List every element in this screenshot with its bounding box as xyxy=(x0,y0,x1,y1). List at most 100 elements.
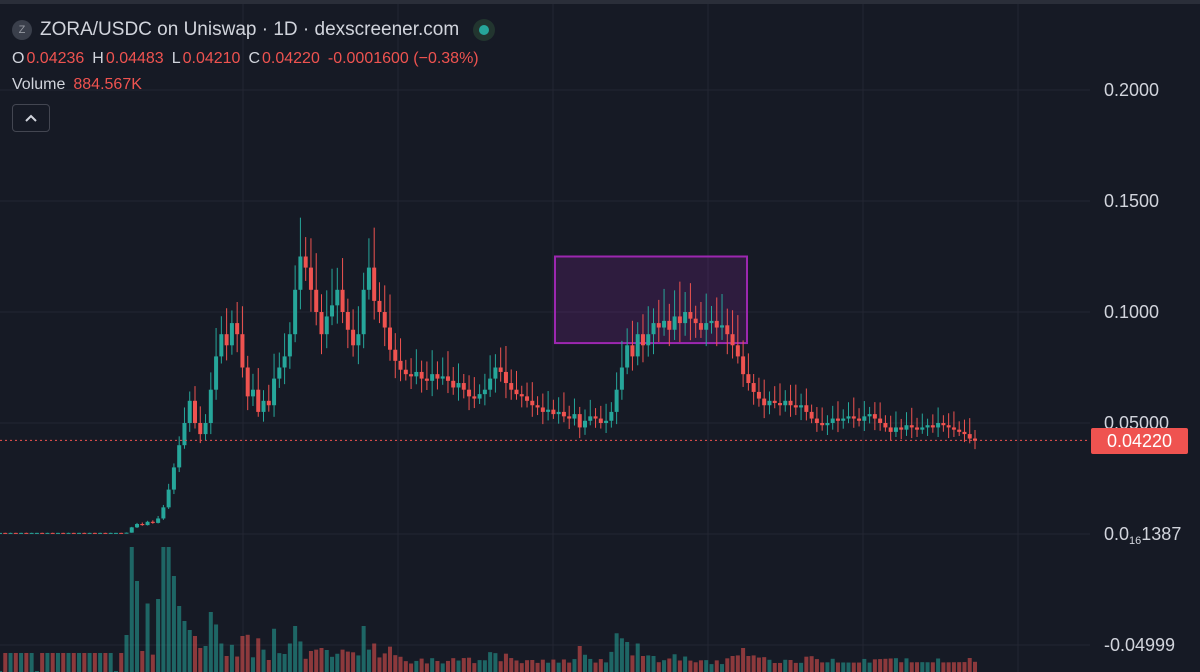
candle-body xyxy=(698,323,703,330)
volume-bar xyxy=(893,658,898,672)
volume-bar xyxy=(793,662,798,672)
high-value: 0.04483 xyxy=(105,50,164,67)
volume-bar xyxy=(55,653,60,672)
volume-bar xyxy=(145,603,150,672)
volume-bar xyxy=(87,653,92,672)
volume-bar xyxy=(535,662,540,672)
candle-body xyxy=(625,345,630,368)
candle-body xyxy=(962,431,967,435)
volume-bar xyxy=(403,661,408,672)
volume-bar xyxy=(372,643,377,672)
volume-bar xyxy=(730,656,735,672)
volume-bar xyxy=(672,654,677,672)
candle-body xyxy=(135,524,140,528)
candle-body xyxy=(878,418,883,423)
candle-body xyxy=(424,378,429,381)
candle-body xyxy=(129,527,134,533)
volume-bar xyxy=(820,662,825,672)
candle-body xyxy=(435,374,440,379)
volume-bar xyxy=(841,662,846,672)
volume-bar xyxy=(583,654,587,672)
candle-body xyxy=(398,360,403,370)
candle-body xyxy=(925,425,930,428)
volume-bar xyxy=(688,660,693,672)
volume-bar xyxy=(556,662,561,672)
volume-bar xyxy=(746,656,751,672)
volume-bar xyxy=(282,654,287,672)
candle-body xyxy=(519,394,524,397)
chart-title-row: Z ZORA/USDC on Uniswap · 1D · dexscreene… xyxy=(12,16,496,44)
candle-body xyxy=(198,423,203,435)
collapse-button[interactable] xyxy=(12,104,50,132)
volume-bar xyxy=(161,547,166,672)
candle-body xyxy=(936,423,941,428)
volume-bar xyxy=(171,576,176,672)
volume-bar xyxy=(614,633,619,672)
volume-bar xyxy=(324,650,329,672)
candle-body xyxy=(293,289,298,335)
close-label: C xyxy=(248,50,261,67)
volume-bar xyxy=(330,656,335,672)
volume-bar xyxy=(314,649,319,672)
candle-body xyxy=(245,367,250,397)
candle-body xyxy=(366,267,371,290)
candle-body xyxy=(250,389,255,397)
candle-body xyxy=(92,532,97,534)
candle-body xyxy=(820,423,825,426)
candle-body xyxy=(683,312,688,324)
candle-body xyxy=(920,427,925,430)
volume-bar xyxy=(519,663,524,672)
candle-body xyxy=(440,376,445,379)
candle-body xyxy=(282,356,287,368)
candle-body xyxy=(619,367,624,390)
volume-bar xyxy=(203,646,208,672)
volume-bar xyxy=(709,664,714,672)
volume-bar xyxy=(920,662,925,672)
y-tick-label: 0.0161387 xyxy=(1104,524,1181,547)
candle-body xyxy=(930,425,935,428)
volume-bar xyxy=(962,662,967,672)
volume-bar xyxy=(925,662,930,672)
candle-body xyxy=(809,411,814,419)
chevron-up-icon xyxy=(25,114,37,122)
candle-body xyxy=(467,389,472,397)
candle-body xyxy=(156,518,161,523)
volume-bar xyxy=(451,658,456,672)
volume-bar xyxy=(546,662,551,672)
volume-label: Volume xyxy=(12,76,66,93)
candle-body xyxy=(477,394,482,399)
candle-body xyxy=(893,427,898,432)
candle-body xyxy=(219,334,224,357)
candle-body xyxy=(482,389,487,395)
volume-bar xyxy=(119,653,124,672)
candle-body xyxy=(498,367,503,372)
volume-bar xyxy=(788,660,793,672)
candle-body xyxy=(430,374,435,381)
volume-bar xyxy=(698,660,703,672)
price-axis: 0.20000.15000.10000.050000.0161387-0.049… xyxy=(1104,80,1181,655)
volume-bar xyxy=(77,653,82,672)
volume-bar xyxy=(662,660,667,672)
candle-body xyxy=(725,325,730,335)
candle-body xyxy=(514,389,519,395)
volume-bar xyxy=(941,662,946,672)
volume-bar xyxy=(29,653,34,672)
candle-body xyxy=(556,411,561,415)
candle-body xyxy=(182,423,187,446)
candle-body xyxy=(45,532,50,534)
volume-bar xyxy=(704,660,709,672)
candle-body xyxy=(414,371,419,377)
candle-body xyxy=(667,320,672,330)
candle-body xyxy=(783,400,788,406)
candle-body xyxy=(8,532,13,534)
candle-body xyxy=(319,312,324,335)
volume-bar xyxy=(156,599,161,672)
volume-bar xyxy=(756,657,761,672)
candle-body xyxy=(540,407,545,412)
volume-bar xyxy=(498,661,503,672)
y-tick-label: 0.1000 xyxy=(1104,302,1159,322)
candle-body xyxy=(946,425,951,428)
volume-bar xyxy=(129,547,134,672)
candle-body xyxy=(377,300,382,312)
